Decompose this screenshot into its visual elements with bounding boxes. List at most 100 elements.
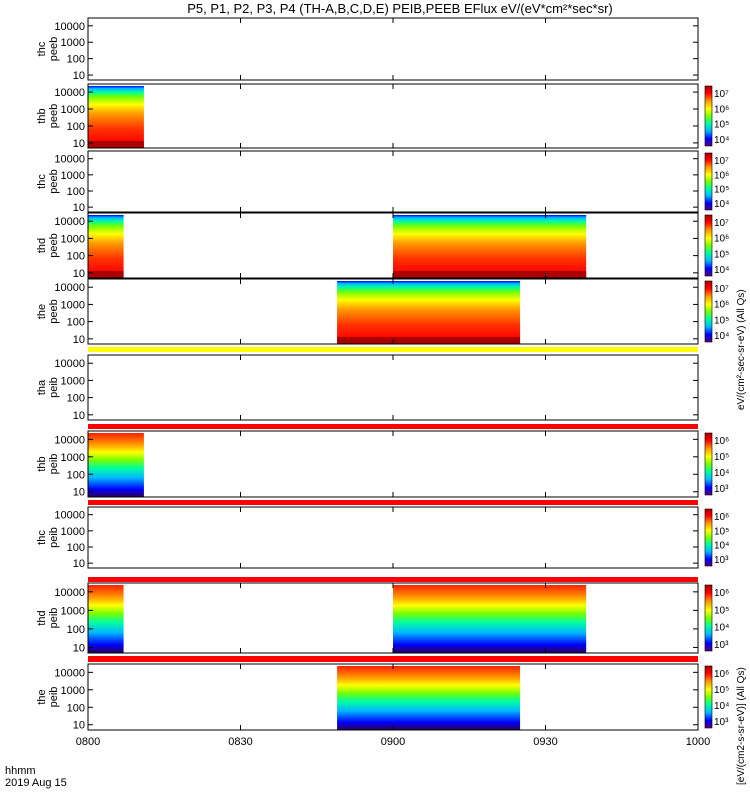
spectrogram-block-thb-peib-1 <box>88 433 144 497</box>
spectrogram-block-thd-peib-2 <box>393 585 587 653</box>
colorbar-unit-label-electron: eV/(cm²-sec-sr-eV) (All Qs) <box>736 289 747 410</box>
colorbar-tick-label: 10³ <box>714 555 729 566</box>
x-tick-label: 1000 <box>686 736 710 748</box>
spectrogram-block-thd-peib-1 <box>88 585 124 653</box>
colorbar-tick-label: 10⁵ <box>714 605 729 616</box>
y-tick-label: 10 <box>73 138 85 150</box>
summary-stripe-1 <box>88 347 698 352</box>
summary-stripe-3 <box>88 500 698 505</box>
y-tick-label: 10 <box>73 558 85 570</box>
spectrogram-block-the-peeb-1 <box>337 281 521 344</box>
summary-stripe-5 <box>88 656 698 662</box>
y-tick-label: 1000 <box>61 685 85 697</box>
y-tick-label: 100 <box>67 702 85 714</box>
panel-product-label: peeb <box>48 104 60 128</box>
colorbar-tick-label: 10⁵ <box>714 185 729 196</box>
summary-stripe-4 <box>88 577 698 582</box>
colorbar-thb-peib <box>704 432 713 496</box>
colorbar-tick-label: 10⁵ <box>714 315 729 326</box>
summary-stripe-2 <box>88 424 698 429</box>
panel-frame-thb-peib <box>87 430 699 498</box>
colorbar-tick-label: 10⁴ <box>714 701 729 712</box>
panel-probe-label: thb <box>36 108 48 123</box>
colorbar-tick-label: 10⁶ <box>714 104 729 115</box>
spectrogram-block-thd-peeb-1 <box>88 215 124 278</box>
panel-frame-thb-peeb <box>87 83 699 149</box>
panel-product-label: peib <box>48 687 60 708</box>
colorbar-tick-label: 10⁵ <box>714 526 729 537</box>
colorbar-tick-label: 10⁷ <box>714 156 729 167</box>
panel-probe-label: thd <box>36 610 48 625</box>
panel-product-label: peib <box>48 454 60 475</box>
panel-product-label: peib <box>48 377 60 398</box>
y-tick-label: 10 <box>73 642 85 654</box>
colorbar-tick-label: 10⁶ <box>714 234 729 245</box>
colorbar-tick-label: 10⁶ <box>714 512 729 523</box>
panel-probe-label: thb <box>36 456 48 471</box>
panel-product-label: peeb <box>48 37 60 61</box>
y-tick-label: 1000 <box>61 526 85 538</box>
panel-probe-label: tha <box>36 379 48 395</box>
panel-frame-thc-peib <box>87 506 699 569</box>
panel-probe-label: thc <box>36 174 48 189</box>
colorbar-tick-label: 10⁵ <box>714 249 729 260</box>
colorbar-tick-label: 10⁵ <box>714 685 729 696</box>
y-tick-label: 1000 <box>61 170 85 182</box>
y-tick-label: 1000 <box>61 375 85 387</box>
x-tick-label: 0900 <box>381 736 405 748</box>
colorbar-tick-label: 10⁷ <box>714 284 729 295</box>
panel-product-label: peeb <box>48 169 60 193</box>
x-tick-label: 0800 <box>76 736 100 748</box>
y-tick-label: 10000 <box>54 587 85 599</box>
colorbar-tick-label: 10³ <box>714 484 729 495</box>
colorbar-tick-label: 10⁵ <box>714 120 729 131</box>
x-tick-label: 0930 <box>533 736 557 748</box>
colorbar-tick-label: 10⁶ <box>714 669 729 680</box>
colorbar-tick-label: 10⁴ <box>714 541 729 552</box>
colorbar-tick-label: 10⁷ <box>714 218 729 229</box>
y-tick-label: 100 <box>67 542 85 554</box>
panel-product-label: peib <box>48 527 60 548</box>
panel-frame-thc-peeb <box>87 17 699 81</box>
chart-title: P5, P1, P2, P3, P4 (TH-A,B,C,D,E) PEIB,P… <box>187 1 613 16</box>
x-tick-label: 0830 <box>228 736 252 748</box>
low-energy-band <box>393 271 587 278</box>
colorbar-tick-label: 10³ <box>714 717 729 728</box>
colorbar-tick-label: 10⁴ <box>714 199 729 210</box>
y-tick-label: 1000 <box>61 605 85 617</box>
colorbar-tick-label: 10³ <box>714 640 729 651</box>
y-tick-label: 10000 <box>54 21 85 33</box>
colorbar-tick-label: 10⁴ <box>714 623 729 634</box>
spectrogram-block-the-peib-1 <box>337 666 521 730</box>
y-tick-label: 10000 <box>54 87 85 99</box>
y-tick-label: 100 <box>67 624 85 636</box>
y-tick-label: 10000 <box>54 216 85 228</box>
colorbar-unit-label-ion: [eV/(cm2-s-sr-eV)] (All Qs) <box>736 667 747 785</box>
low-energy-band <box>337 337 521 344</box>
panel-frame-tha-peib <box>87 354 699 421</box>
panel-product-label: peeb <box>48 233 60 257</box>
y-tick-label: 1000 <box>61 104 85 116</box>
y-tick-label: 10 <box>73 70 85 82</box>
y-tick-label: 100 <box>67 186 85 198</box>
y-tick-label: 10 <box>73 202 85 214</box>
colorbar-tick-label: 10⁶ <box>714 588 729 599</box>
y-tick-label: 10 <box>73 268 85 280</box>
colorbar-tick-label: 10⁴ <box>714 331 729 342</box>
x-caption-date: 2019 Aug 15 <box>5 777 67 789</box>
panel-probe-label: the <box>36 689 48 704</box>
y-tick-label: 10000 <box>54 358 85 370</box>
colorbar-tick-label: 10⁴ <box>714 468 729 479</box>
spectrogram-block-thd-peeb-2 <box>393 215 587 278</box>
panel-frame-thc-peeb <box>87 150 699 213</box>
y-tick-label: 10000 <box>54 510 85 522</box>
y-tick-label: 100 <box>67 317 85 329</box>
panel-probe-label: thd <box>36 238 48 253</box>
colorbar-thc-peib <box>704 508 713 567</box>
y-tick-label: 1000 <box>61 299 85 311</box>
y-tick-label: 100 <box>67 121 85 133</box>
y-tick-label: 10 <box>73 410 85 422</box>
y-tick-label: 1000 <box>61 233 85 245</box>
x-caption-hhmm: hhmm <box>5 765 36 777</box>
